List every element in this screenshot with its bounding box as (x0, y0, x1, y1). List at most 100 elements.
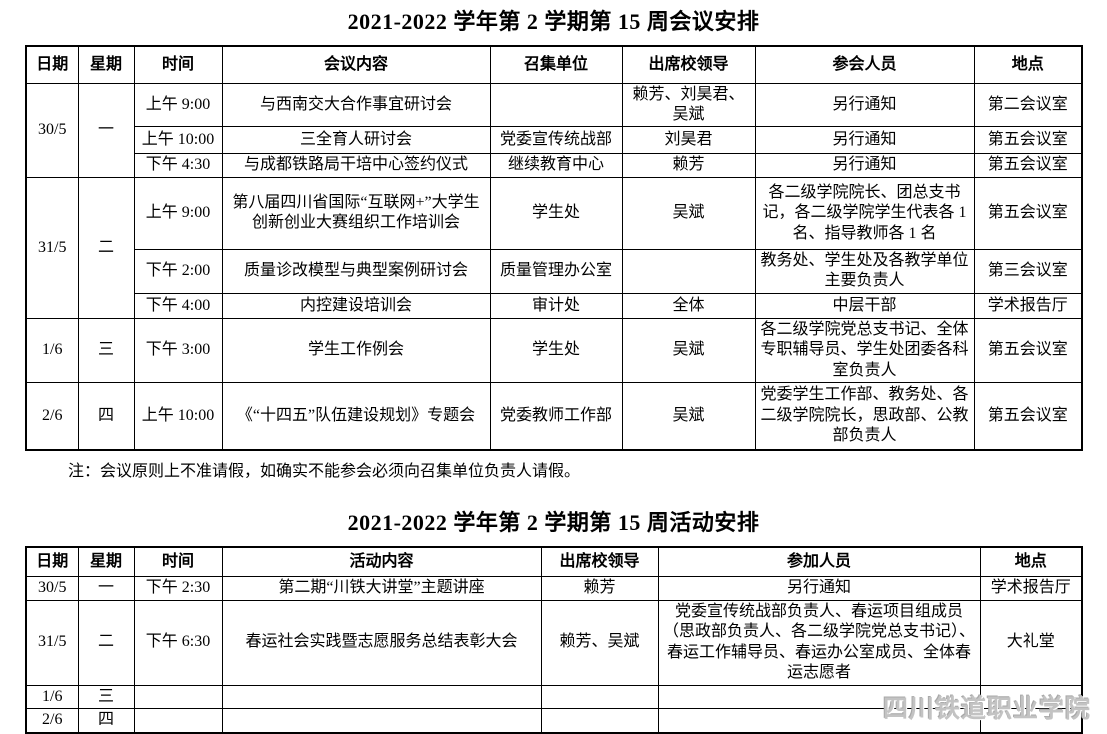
cell-date: 2/6 (25, 708, 79, 734)
cell-week: 四 (77, 708, 135, 734)
cell-unit: 继续教育中心 (489, 153, 623, 178)
table-row: 下午 4:00 内控建设培训会 审计处 全体 中层干部 学术报告厅 (26, 292, 1083, 319)
cell-content: 第二期“川铁大讲堂”主题讲座 (221, 576, 542, 601)
meeting-table-title: 2021-2022 学年第 2 学期第 15 周会议安排 (347, 9, 760, 34)
cell-location: 第五会议室 (973, 126, 1083, 155)
cell-leaders: 赖芳、刘昊君、吴斌 (621, 82, 756, 128)
cell-participants: 另行通知 (754, 82, 975, 128)
cell-time (133, 684, 223, 710)
cell-location (979, 708, 1083, 734)
cell-participants: 教务处、学生处及各教学单位主要负责人 (754, 248, 975, 294)
cell-unit: 党委教师工作部 (489, 382, 623, 451)
cell-leaders: 吴斌 (621, 382, 756, 451)
header-convening-unit: 召集单位 (489, 45, 623, 84)
cell-leaders: 全体 (621, 292, 756, 319)
cell-location: 第二会议室 (973, 82, 1083, 128)
table-row: 2/6 四 (25, 708, 1083, 734)
cell-content: 第八届四川省国际“互联网+”大学生创新创业大赛组织工作培训会 (221, 176, 491, 250)
activity-schedule-table: 日期 星期 时间 活动内容 出席校领导 参加人员 地点 30/5 一 下午 2:… (25, 545, 1083, 734)
table-row: 31/5 二 上午 9:00 第八届四川省国际“互联网+”大学生创新创业大赛组织… (25, 176, 1083, 319)
cell-location: 第三会议室 (973, 248, 1083, 294)
cell-unit: 党委宣传统战部 (489, 126, 623, 155)
cell-content: 内控建设培训会 (221, 292, 491, 319)
header-time: 时间 (133, 45, 223, 84)
cell-time: 上午 9:00 (133, 176, 223, 250)
cell-location: 学术报告厅 (973, 292, 1083, 319)
meeting-note: 注：会议原则上不准请假，如确实不能参会必须向召集单位负责人请假。 (68, 462, 581, 480)
table-row: 30/5 一 下午 2:30 第二期“川铁大讲堂”主题讲座 赖芳 另行通知 学术… (25, 576, 1083, 601)
table-row: 下午 2:00 质量诊改模型与典型案例研讨会 质量管理办公室 教务处、学生处及各… (26, 248, 1083, 294)
cell-week: 二 (77, 176, 135, 319)
header-attending-leaders: 出席校领导 (540, 546, 659, 578)
cell-unit: 质量管理办公室 (489, 248, 623, 294)
header-location: 地点 (979, 546, 1083, 578)
cell-content (221, 708, 542, 734)
cell-content: 学生工作例会 (221, 317, 491, 384)
cell-participants: 各二级学院院长、团总支书记，各二级学院学生代表各 1 名、指导教师各 1 名 (754, 176, 975, 250)
cell-location: 第五会议室 (973, 153, 1083, 178)
cell-week: 一 (77, 82, 135, 178)
cell-time: 下午 2:30 (133, 576, 223, 601)
cell-date: 30/5 (25, 576, 79, 601)
cell-participants: 各二级学院党总支书记、全体专职辅导员、学生处团委各科室负责人 (754, 317, 975, 384)
cell-date: 1/6 (25, 684, 79, 710)
header-week: 星期 (77, 45, 135, 84)
cell-time: 上午 9:00 (133, 82, 223, 128)
cell-location: 大礼堂 (979, 599, 1083, 686)
cell-content: 三全育人研讨会 (221, 126, 491, 155)
table-row: 上午 10:00 三全育人研讨会 党委宣传统战部 刘昊君 另行通知 第五会议室 (26, 126, 1083, 155)
table-row: 1/6 三 下午 3:00 学生工作例会 学生处 吴斌 各二级学院党总支书记、全… (25, 317, 1083, 384)
cell-week: 二 (77, 599, 135, 686)
activity-table-title: 2021-2022 学年第 2 学期第 15 周活动安排 (347, 509, 760, 535)
cell-unit: 学生处 (489, 317, 623, 384)
header-activity-content: 活动内容 (221, 546, 542, 578)
cell-location: 第五会议室 (973, 317, 1083, 384)
cell-participants: 党委宣传统战部负责人、春运项目组成员（思政部负责人、各二级学院党总支书记）、春运… (657, 599, 981, 686)
header-time: 时间 (133, 546, 223, 578)
header-participants: 参会人员 (754, 45, 975, 84)
header-participants: 参加人员 (657, 546, 981, 578)
cell-unit (489, 82, 623, 128)
cell-content: 与西南交大合作事宜研讨会 (221, 82, 491, 128)
cell-week: 三 (77, 317, 135, 384)
cell-location: 第五会议室 (973, 382, 1083, 451)
header-meeting-content: 会议内容 (221, 45, 491, 84)
cell-location: 第五会议室 (973, 176, 1083, 250)
cell-content: 春运社会实践暨志愿服务总结表彰大会 (221, 599, 542, 686)
header-date: 日期 (25, 45, 79, 84)
header-attending-leaders: 出席校领导 (621, 45, 756, 84)
table-row: 下午 4:30 与成都铁路局干培中心签约仪式 继续教育中心 赖芳 另行通知 第五… (26, 153, 1083, 178)
cell-leaders: 刘昊君 (621, 126, 756, 155)
meeting-schedule-table: 日期 星期 时间 会议内容 召集单位 出席校领导 参会人员 地点 30/5 一 … (25, 45, 1083, 451)
cell-content: 与成都铁路局干培中心签约仪式 (221, 153, 491, 178)
cell-time (133, 708, 223, 734)
cell-location (979, 684, 1083, 710)
cell-week: 三 (77, 684, 135, 710)
cell-leaders: 吴斌 (621, 176, 756, 250)
header-location: 地点 (973, 45, 1083, 84)
table-row: 1/6 三 (25, 684, 1083, 710)
table-row: 31/5 二 下午 6:30 春运社会实践暨志愿服务总结表彰大会 赖芳、吴斌 党… (25, 599, 1083, 686)
cell-date: 31/5 (25, 599, 79, 686)
activity-table-header-row: 日期 星期 时间 活动内容 出席校领导 参加人员 地点 (25, 546, 1083, 578)
cell-participants: 另行通知 (754, 126, 975, 155)
cell-date: 31/5 (25, 176, 79, 319)
cell-time: 上午 10:00 (133, 382, 223, 451)
cell-unit: 学生处 (489, 176, 623, 250)
cell-time: 上午 10:00 (133, 126, 223, 155)
cell-leaders: 赖芳、吴斌 (540, 599, 659, 686)
cell-leaders: 赖芳 (540, 576, 659, 601)
cell-leaders (621, 248, 756, 294)
cell-unit: 审计处 (489, 292, 623, 319)
cell-content (221, 684, 542, 710)
cell-date: 1/6 (25, 317, 79, 384)
table-row: 30/5 一 上午 9:00 与西南交大合作事宜研讨会 赖芳、刘昊君、吴斌 另行… (25, 82, 1083, 178)
cell-date: 30/5 (25, 82, 79, 178)
cell-participants: 党委学生工作部、教务处、各二级学院院长，思政部、公教部负责人 (754, 382, 975, 451)
cell-participants: 另行通知 (754, 153, 975, 178)
cell-time: 下午 4:30 (133, 153, 223, 178)
cell-week: 一 (77, 576, 135, 601)
cell-time: 下午 4:00 (133, 292, 223, 319)
cell-time: 下午 3:00 (133, 317, 223, 384)
